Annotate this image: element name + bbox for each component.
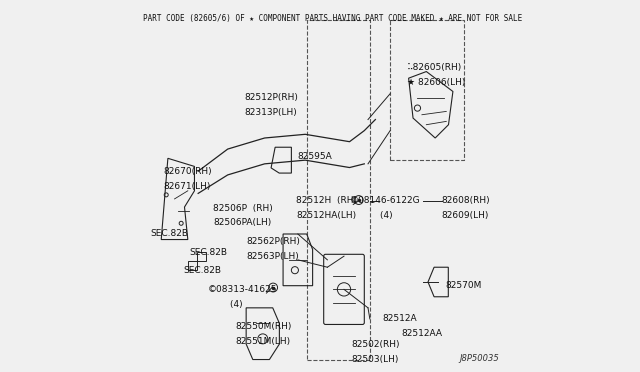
Text: 82570M: 82570M — [445, 281, 482, 290]
Text: 82313P(LH): 82313P(LH) — [244, 108, 297, 117]
Bar — [390, 20, 464, 160]
Text: 82502(RH): 82502(RH) — [351, 340, 400, 349]
Text: PART CODE (82605/6) OF ★ COMPONENT PARTS HAVING PART CODE MAKED ★ ARE NOT FOR SA: PART CODE (82605/6) OF ★ COMPONENT PARTS… — [143, 14, 522, 23]
Text: SEC.82B: SEC.82B — [189, 248, 227, 257]
Text: SEC.82B: SEC.82B — [150, 230, 188, 238]
Text: 82563P(LH): 82563P(LH) — [246, 251, 299, 261]
Text: (4): (4) — [207, 300, 243, 309]
Text: 82609(LH): 82609(LH) — [442, 211, 489, 220]
Text: 82595A: 82595A — [298, 152, 333, 161]
Text: 82512P(RH): 82512P(RH) — [244, 93, 298, 102]
Text: 82512H  (RH): 82512H (RH) — [296, 196, 357, 205]
Text: 82512HA(LH): 82512HA(LH) — [296, 211, 356, 220]
Bar — [196, 252, 205, 260]
Bar — [307, 20, 370, 359]
Bar — [188, 261, 197, 270]
Text: ★ 82606(LH): ★ 82606(LH) — [407, 78, 465, 87]
Text: ©08313-41625: ©08313-41625 — [207, 285, 277, 294]
Text: J8P50035: J8P50035 — [460, 354, 499, 363]
Text: 82512A: 82512A — [383, 314, 417, 323]
Text: ⠥82605(RH): ⠥82605(RH) — [407, 63, 462, 72]
Text: SEC.82B: SEC.82B — [184, 266, 221, 275]
Text: ©08146-6122G: ©08146-6122G — [349, 196, 420, 205]
Text: 82503(LH): 82503(LH) — [351, 355, 399, 364]
Text: 82608(RH): 82608(RH) — [442, 196, 490, 205]
Text: 82550M(RH): 82550M(RH) — [235, 322, 291, 331]
Text: 82551M(LH): 82551M(LH) — [235, 337, 290, 346]
Text: 82562P(RH): 82562P(RH) — [246, 237, 300, 246]
Text: (4): (4) — [357, 211, 392, 220]
Text: 82512AA: 82512AA — [401, 329, 442, 338]
Text: 82506PA(LH): 82506PA(LH) — [213, 218, 271, 227]
Text: 82506P  (RH): 82506P (RH) — [213, 203, 273, 213]
Text: 82670(RH): 82670(RH) — [163, 167, 212, 176]
Text: 82671(LH): 82671(LH) — [163, 182, 211, 190]
